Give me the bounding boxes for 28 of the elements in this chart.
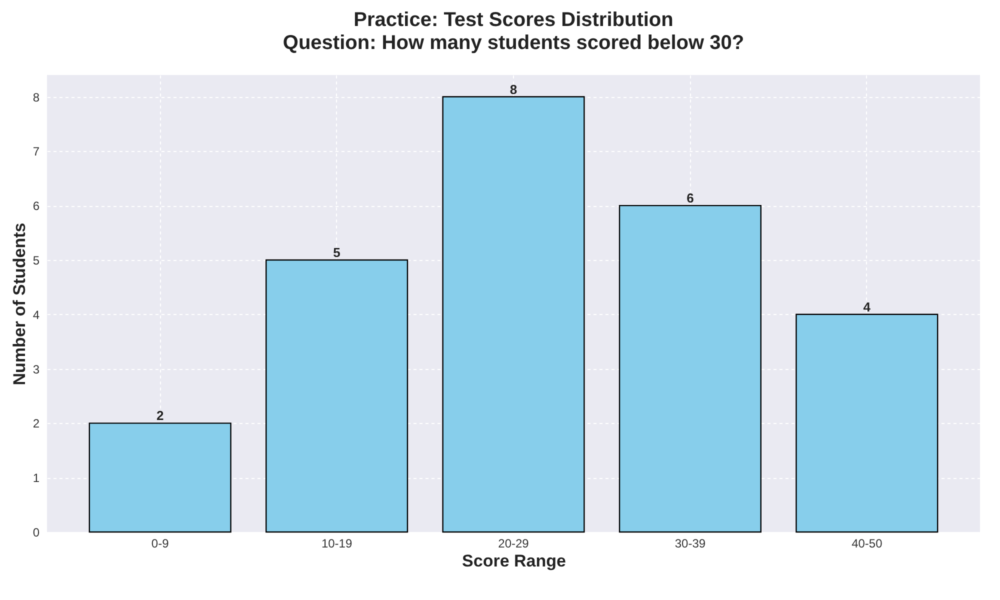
x-tick-label: 40-50 bbox=[852, 536, 883, 550]
y-axis-title: Number of Students bbox=[10, 222, 29, 386]
y-tick-label: 2 bbox=[32, 416, 40, 431]
data-label: 2 bbox=[156, 408, 164, 424]
bar bbox=[442, 96, 585, 533]
y-tick-label: 3 bbox=[32, 362, 40, 376]
chart-subtitle: Question: How many students scored below 30? bbox=[282, 32, 744, 54]
bar bbox=[796, 314, 938, 533]
chart-title: Practice: Test Scores Distribution bbox=[354, 9, 674, 31]
x-axis-title: Score Range bbox=[462, 552, 566, 570]
bar bbox=[618, 204, 762, 533]
y-tick-label: 4 bbox=[32, 308, 40, 322]
bar bbox=[266, 259, 408, 533]
x-tick-label: 10-19 bbox=[321, 536, 352, 550]
data-label: 8 bbox=[510, 82, 518, 97]
data-label: 4 bbox=[863, 299, 872, 314]
x-tick-label: 20-29 bbox=[498, 536, 530, 550]
y-tick-label: 0 bbox=[32, 526, 40, 540]
data-label: 5 bbox=[333, 244, 340, 260]
y-tick-label: 1 bbox=[32, 471, 40, 486]
x-tick-label: 30-39 bbox=[674, 536, 706, 550]
y-tick-label: 6 bbox=[32, 199, 40, 214]
y-tick-label: 8 bbox=[32, 90, 40, 104]
y-tick-label: 7 bbox=[32, 144, 40, 159]
x-tick-label: 0-9 bbox=[151, 536, 170, 550]
data-label: 6 bbox=[686, 190, 694, 206]
y-tick-label: 5 bbox=[32, 253, 40, 268]
bar bbox=[88, 422, 232, 533]
